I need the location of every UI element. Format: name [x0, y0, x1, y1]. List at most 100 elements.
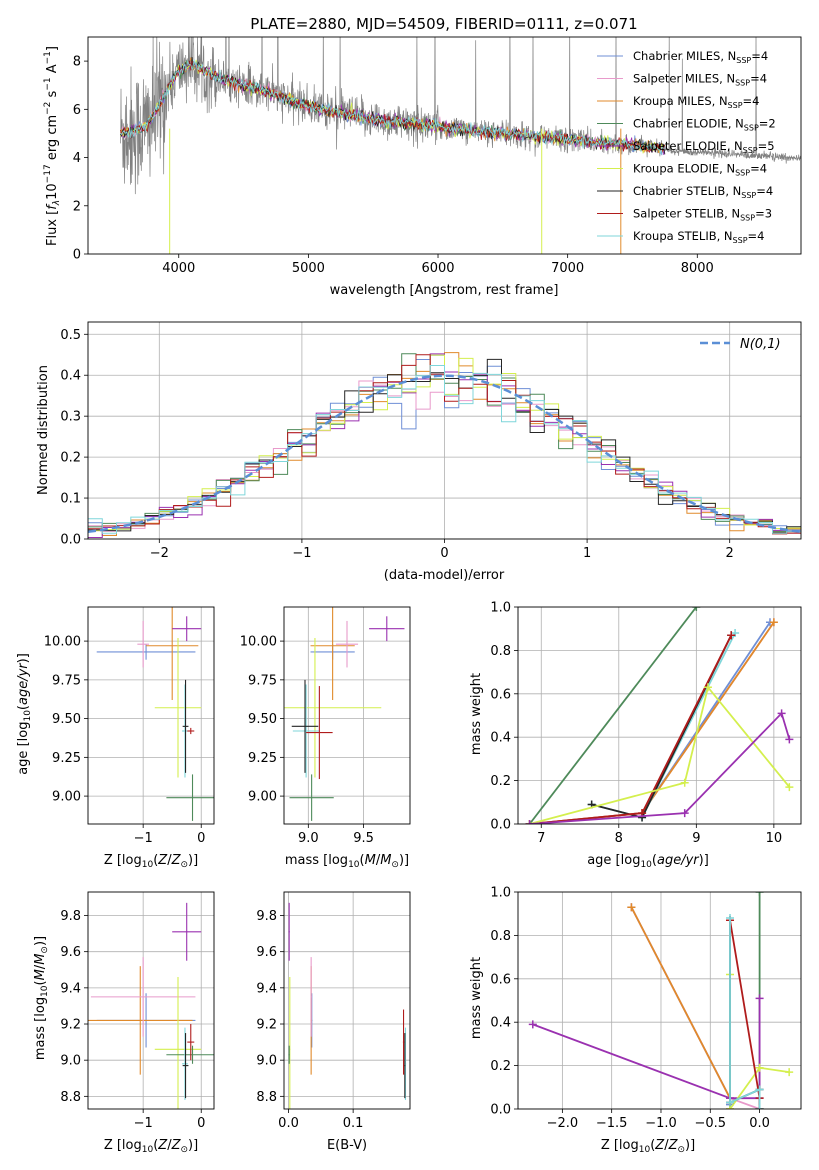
weight-vs-Z-y-tick-label: 0.6: [490, 972, 511, 987]
age-vs-Z-y-tick-label: 9.50: [52, 712, 81, 727]
normal-distribution-curve: [88, 374, 801, 534]
mass-weight-point: [680, 809, 689, 818]
spectrum-x-tick-label: 4000: [162, 261, 195, 276]
weight-vs-age-panel: 7 8 9 10 0.0 0.2 0.4 0.6 0.8 1.0: [490, 601, 802, 846]
weight-vs-age-plot-area: [518, 607, 801, 824]
residuals-panel: −2 −1 0 1 2 0.0 0.1 0.2 0.3 0.4 0.5 N(0,1): [60, 321, 802, 561]
spectrum-x-tick-label: 7000: [551, 261, 584, 276]
mass-weight-line: [532, 998, 761, 1100]
age-vs-Z-y-tick-label: 9.75: [52, 673, 81, 688]
ageZ-xlabel: Z [log10(Z/Z⊙)]: [104, 853, 198, 870]
legend-label: Salpeter MILES, NSSP=4: [633, 72, 767, 88]
mass-weight-point: [755, 1085, 764, 1094]
spectrum-x-tick-label: 5000: [292, 261, 325, 276]
mass-weight-line: [729, 920, 761, 1109]
weight-vs-Z-y-tick-label: 0.2: [490, 1059, 511, 1074]
residuals-ylabel: Normed distribution: [36, 365, 51, 495]
weight-vs-Z-x-tick-label: −1.5: [596, 1116, 628, 1131]
legend-label-text: Chabrier STELIB, N: [633, 184, 741, 198]
legend-label-sub: SSP: [743, 146, 758, 155]
mass-vs-EBV-y-tick-label: 9.8: [256, 909, 277, 924]
age-vs-metallicity-panel: −1 0 9.00 9.25 9.50 9.75 10.00: [44, 606, 215, 846]
weight-vs-Z-x-tick-label: −0.5: [694, 1116, 726, 1131]
mass-weight-line: [529, 621, 771, 824]
residuals-x-tick-label: 1: [583, 546, 591, 561]
spectrum-y-tick-label: 2: [73, 199, 81, 214]
mass-weight-point: [525, 820, 534, 824]
wAge-xlabel: age [log10(age/yr)]: [587, 853, 709, 870]
age-vs-mass-x-tick-label: 9.0: [298, 831, 319, 846]
mass-weight-point: [755, 1105, 764, 1109]
weight-vs-Z-frame: [517, 891, 802, 1110]
mass-weight-line: [529, 685, 791, 824]
mass-weight-point: [528, 1020, 537, 1029]
residuals-y-tick-label: 0.2: [60, 451, 81, 466]
mass-vs-EBV-frame: [283, 891, 411, 1110]
age-vs-mass-plot-area: [284, 607, 410, 824]
mass-vs-Z-y-tick-label: 9.6: [60, 945, 81, 960]
mass-weight-point: [680, 778, 689, 787]
legend-label-text: Salpeter MILES, N: [633, 72, 735, 86]
weight-vs-Z-x-tick-label: 0.0: [749, 1116, 770, 1131]
mass-weight-point: [769, 618, 778, 627]
legend-label-count: =4: [748, 229, 765, 243]
mass-weight-point: [726, 1098, 735, 1107]
age-vs-Z-y-tick-label: 9.25: [52, 751, 81, 766]
mass-vs-Z-x-tick-label: −1: [134, 1116, 153, 1131]
legend-label-count: =3: [755, 207, 772, 221]
legend-label-sub: SSP: [744, 124, 759, 133]
age-vs-mass-frame: [283, 606, 411, 825]
weight-vs-age-x-tick-label: 10: [766, 831, 783, 846]
mass-vs-Z-y-tick-label: 9.2: [60, 1018, 81, 1033]
mass-weight-point: [726, 914, 735, 923]
residuals-y-tick-label: 0.4: [60, 369, 81, 384]
mass-vs-ebv-panel: 0.0 0.1 8.8 9.0 9.2 9.4 9.6 9.8: [256, 891, 411, 1131]
age-vs-Z-x-tick-label: −1: [134, 831, 153, 846]
legend-label-text: Chabrier ELODIE, N: [633, 117, 744, 131]
mZ-ylabel: mass [log10(M/M⊙)]: [33, 936, 50, 1060]
legend-label-count: =4: [751, 49, 768, 63]
age-vs-Z-plot-area: [88, 607, 214, 824]
spectrum-panel: 4000 5000 6000 7000 8000 0 2 4 6 8 Chabrier MILES,…: [73, 36, 802, 276]
age-vs-Z-x-tick-label: 0: [197, 831, 205, 846]
legend-label-sub: SSP: [741, 191, 756, 200]
legend-label: Kroupa ELODIE, NSSP=4: [633, 162, 767, 178]
age-vs-mass-panel: 9.0 9.5 9.00 9.25 9.50 9.75 10.00: [240, 606, 411, 846]
age-vs-mass-y-tick-label: 10.00: [240, 635, 277, 650]
mass-weight-point: [703, 683, 712, 692]
legend-label-count: =2: [759, 117, 776, 131]
weight-vs-age-x-tick-label: 8: [615, 831, 623, 846]
mass-vs-EBV-plot-area: [284, 892, 410, 1109]
mass-vs-EBV-x-tick-label: 0.0: [278, 1116, 299, 1131]
legend-label-sub: SSP: [735, 79, 750, 88]
weight-vs-age-y-tick-label: 0.6: [490, 687, 511, 702]
spectrum-ylabel: Flux [fλ10−17 erg cm−2 s−1 A−1]: [43, 46, 62, 246]
legend-label: Kroupa STELIB, NSSP=4: [633, 229, 764, 245]
mass-weight-point: [785, 735, 794, 744]
legend-label-text: Kroupa MILES, N: [633, 94, 728, 108]
mass-weight-line: [591, 634, 733, 819]
mass-weight-point: [627, 903, 636, 912]
residuals-x-tick-label: −1: [292, 546, 311, 561]
legend-label: Salpeter STELIB, NSSP=3: [633, 207, 772, 223]
wZ-xlabel: Z [log10(Z/Z⊙)]: [601, 1138, 695, 1155]
residuals-plot-area: [88, 322, 801, 539]
mass-vs-Z-x-tick-label: 0: [197, 1116, 205, 1131]
residuals-xlabel: (data-model)/error: [384, 568, 505, 583]
weight-vs-age-y-tick-label: 0.0: [490, 818, 511, 833]
mass-weight-point: [727, 631, 736, 640]
weight-vs-age-frame: [517, 606, 802, 825]
spectrum-x-tick-label: 6000: [421, 261, 454, 276]
residuals-y-tick-label: 0.5: [60, 328, 81, 343]
mass-vs-Z-y-tick-label: 9.4: [60, 981, 81, 996]
legend-label: Salpeter ELODIE, NSSP=5: [633, 139, 775, 155]
mass-weight-point: [785, 783, 794, 792]
mass-weight-line: [729, 918, 761, 1109]
legend-label: Chabrier ELODIE, NSSP=2: [633, 117, 776, 133]
mass-vs-Z-plot-area: [88, 892, 214, 1109]
mass-weight-point: [777, 709, 786, 718]
age-vs-Z-y-tick-label: 9.00: [52, 790, 81, 805]
mass-vs-Z-y-tick-label: 9.8: [60, 909, 81, 924]
mass-vs-EBV-y-tick-label: 9.6: [256, 945, 277, 960]
